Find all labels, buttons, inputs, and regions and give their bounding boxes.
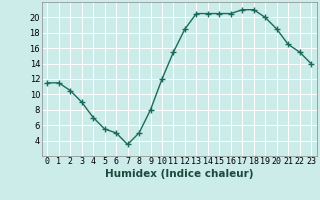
X-axis label: Humidex (Indice chaleur): Humidex (Indice chaleur)	[105, 169, 253, 179]
